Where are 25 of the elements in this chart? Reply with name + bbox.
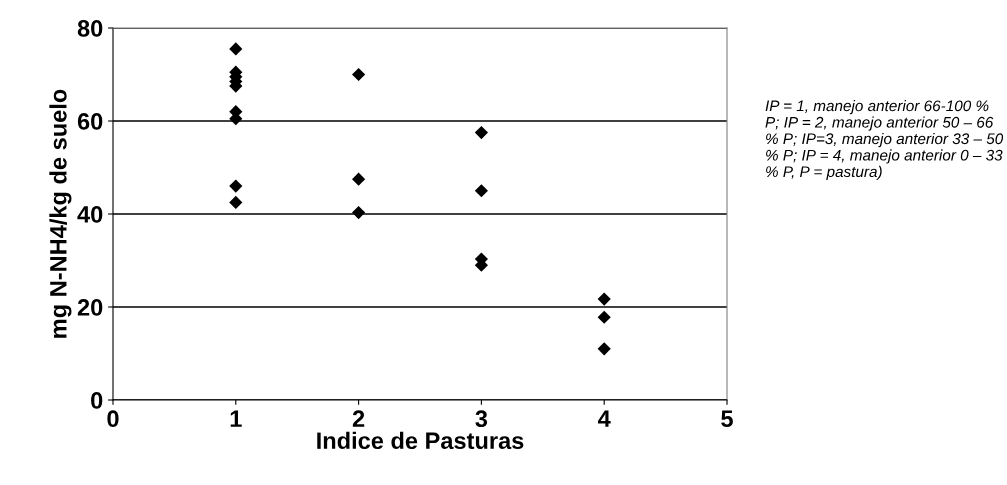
point [229,179,243,193]
point [352,206,366,220]
y-tick-label: 40 [77,206,103,223]
point [352,172,366,186]
y-tick-label: 60 [77,113,103,130]
point [229,195,243,209]
x-tick-label: 1 [230,410,242,427]
point [229,42,243,56]
point [597,292,611,306]
y-axis-title: mg N-NH4/kg de suelo [49,89,72,338]
x-tick-label: 2 [352,410,365,427]
point [474,184,488,198]
x-axis-title: Indice de Pasturas [317,431,524,450]
point [597,310,611,324]
x-tick-label: 5 [721,410,733,428]
point [352,67,366,82]
point [597,342,611,356]
point [474,126,488,140]
x-tick-label: 0 [107,410,119,428]
x-tick-label: 4 [597,410,611,427]
y-tick-label: 0 [91,392,103,409]
text: IP = 1, manejo anterior 66-100 % P; IP = 2, manejo anterior 50 – 66 % P; IP=3, manejo anterior 33 – 50 % P; IP = 4, manejo anterior 0 – 33 % P, P = pastura) [765,100,1004,181]
x-tick-label: 3 [475,410,488,428]
y-tick-label: 80 [77,20,103,37]
y-tick-label: 20 [77,299,103,316]
